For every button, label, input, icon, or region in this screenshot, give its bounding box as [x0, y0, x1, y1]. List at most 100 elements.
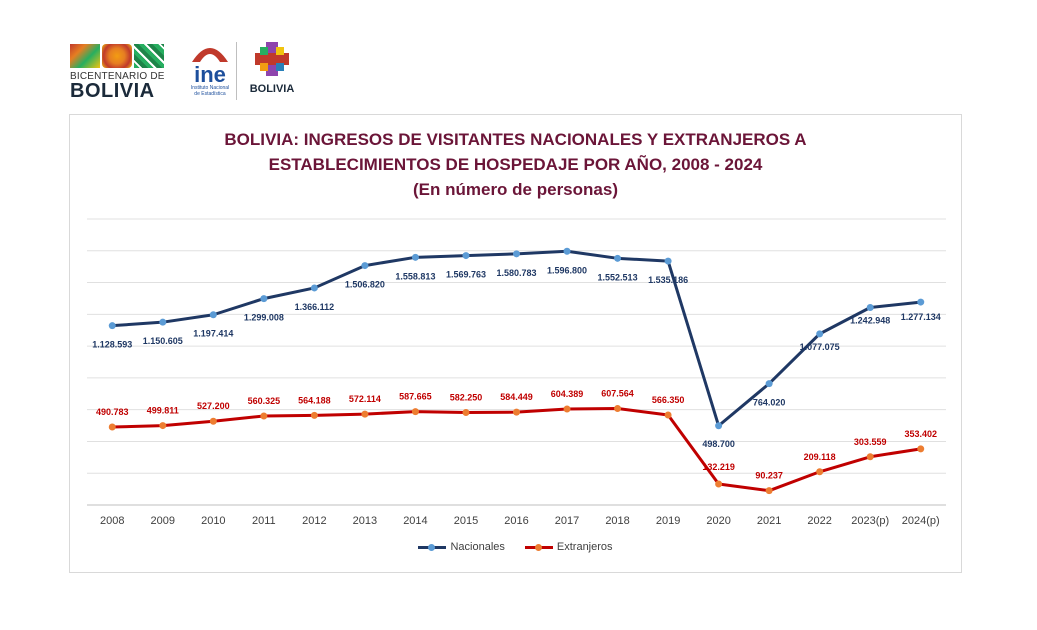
data-label-nacionales: 1.128.593	[92, 340, 132, 350]
data-point-extranjeros	[816, 468, 824, 476]
data-label-nacionales: 764.020	[753, 398, 786, 408]
ine-word: ine	[194, 62, 226, 87]
line-chart: 2008 2009 2010 2011 2012 2013 2014 2015 2016 2017…	[87, 218, 946, 527]
bicentenario-small-text: BICENTENARIO DE	[70, 71, 165, 82]
data-label-nacionales: 1.569.763	[446, 270, 486, 280]
data-point-extranjeros	[917, 445, 925, 453]
data-label-nacionales: 1.242.948	[850, 316, 890, 326]
data-label-nacionales: 1.150.605	[143, 336, 183, 346]
chart-container: BOLIVIA: INGRESOS DE VISITANTES NACIONAL…	[69, 114, 962, 573]
data-label-nacionales: 1.580.783	[496, 268, 536, 278]
data-point-nacionales	[563, 247, 571, 255]
data-point-extranjeros	[614, 404, 622, 412]
ine-subtitle-2: de Estadística	[194, 91, 226, 97]
data-label-extranjeros: 353.402	[904, 429, 937, 439]
data-point-extranjeros	[765, 487, 773, 495]
data-point-nacionales	[765, 380, 773, 388]
x-tick-label: 2024(p)	[902, 515, 940, 527]
data-label-extranjeros: 607.564	[601, 388, 634, 398]
chart-title-line-1: BOLIVIA: INGRESOS DE VISITANTES NACIONAL…	[224, 130, 807, 149]
data-label-nacionales: 1.299.008	[244, 313, 284, 323]
data-point-nacionales	[462, 252, 470, 260]
data-point-nacionales	[664, 257, 672, 265]
x-tick-label: 2023(p)	[851, 515, 889, 527]
bicentenario-big-text: BOLIVIA	[70, 80, 155, 102]
data-point-nacionales	[260, 295, 268, 303]
series-line-extranjeros	[112, 406, 921, 493]
data-point-nacionales	[715, 422, 723, 430]
data-point-nacionales	[310, 284, 318, 292]
data-label-extranjeros: 90.237	[755, 471, 783, 481]
data-point-nacionales	[108, 322, 116, 330]
data-point-extranjeros	[159, 422, 167, 430]
data-point-extranjeros	[310, 411, 318, 419]
x-tick-label: 2013	[353, 515, 377, 527]
data-point-extranjeros	[108, 423, 116, 431]
x-tick-label: 2016	[504, 515, 528, 527]
data-label-nacionales: 1.596.800	[547, 265, 587, 275]
data-label-nacionales: 1.558.813	[395, 271, 435, 281]
data-point-extranjeros	[664, 411, 672, 419]
data-point-extranjeros	[462, 408, 470, 416]
data-label-extranjeros: 209.118	[804, 452, 836, 462]
logo-divider	[236, 42, 237, 100]
data-point-extranjeros	[513, 408, 520, 416]
data-label-extranjeros: 584.449	[500, 392, 533, 402]
data-point-nacionales	[614, 254, 622, 262]
data-label-extranjeros: 527.200	[197, 401, 230, 411]
bicentenario-diamond-icon	[134, 44, 164, 68]
x-tick-label: 2010	[201, 515, 225, 527]
data-label-extranjeros: 560.325	[248, 396, 281, 406]
data-label-extranjeros: 582.250	[450, 392, 483, 402]
data-label-extranjeros: 490.783	[96, 407, 129, 417]
data-label-extranjeros: 587.665	[399, 392, 432, 402]
bicentenario-pattern-icon	[70, 44, 100, 68]
data-label-nacionales: 1.506.820	[345, 280, 385, 290]
chart-title: BOLIVIA: INGRESOS DE VISITANTES NACIONAL…	[70, 127, 961, 202]
data-point-nacionales	[361, 262, 369, 270]
x-tick-label: 2019	[656, 515, 680, 527]
legend-label-extranjeros: Extranjeros	[556, 541, 613, 553]
x-tick-label: 2011	[252, 515, 276, 527]
data-label-extranjeros: 604.389	[551, 389, 584, 399]
data-label-extranjeros: 572.114	[349, 394, 381, 404]
data-point-extranjeros	[866, 453, 874, 461]
x-tick-label: 2018	[605, 515, 629, 527]
x-tick-label: 2017	[555, 515, 579, 527]
estado-plurinacional-logo: BOLIVIA	[242, 42, 302, 102]
header-logos: BICENTENARIO DE BOLIVIA ine Instituto Na…	[70, 40, 310, 104]
data-label-nacionales: 1.552.513	[598, 272, 638, 282]
chart-title-line-2: ESTABLECIMIENTOS DE HOSPEDAJE POR AÑO, 2…	[268, 155, 763, 174]
data-label-extranjeros: 564.188	[298, 395, 331, 405]
data-point-nacionales	[816, 330, 824, 338]
x-tick-label: 2022	[807, 515, 831, 527]
data-point-extranjeros	[411, 408, 419, 416]
data-point-nacionales	[159, 318, 167, 326]
data-label-nacionales: 1.366.112	[295, 302, 335, 312]
data-point-nacionales	[513, 250, 520, 258]
chakana-icon	[255, 42, 289, 76]
data-point-nacionales	[917, 298, 925, 306]
data-label-extranjeros: 303.559	[854, 437, 887, 447]
bicentenario-spiral-icon	[102, 44, 132, 68]
data-point-extranjeros	[260, 412, 268, 420]
legend-item-extranjeros: Extranjeros	[524, 541, 613, 553]
legend-swatch-extranjeros	[524, 543, 553, 551]
legend-swatch-nacionales	[418, 543, 447, 551]
data-point-nacionales	[209, 311, 217, 319]
data-point-nacionales	[866, 304, 874, 312]
x-tick-label: 2021	[757, 515, 781, 527]
ine-mountain-icon	[192, 48, 228, 62]
estado-word: BOLIVIA	[249, 83, 295, 95]
data-label-extranjeros: 566.350	[652, 395, 685, 405]
x-tick-label: 2009	[151, 515, 175, 527]
data-point-extranjeros	[563, 405, 571, 413]
data-label-nacionales: 1.277.134	[901, 312, 941, 322]
data-label-extranjeros: 132.219	[702, 462, 735, 472]
data-point-extranjeros	[361, 410, 369, 418]
x-tick-label: 2008	[100, 515, 124, 527]
data-label-extranjeros: 499.811	[147, 406, 179, 416]
bicentenario-logo: BICENTENARIO DE BOLIVIA	[70, 44, 170, 102]
data-point-nacionales	[411, 253, 419, 261]
ine-logo: ine Instituto Nacional de Estadística	[188, 42, 232, 102]
